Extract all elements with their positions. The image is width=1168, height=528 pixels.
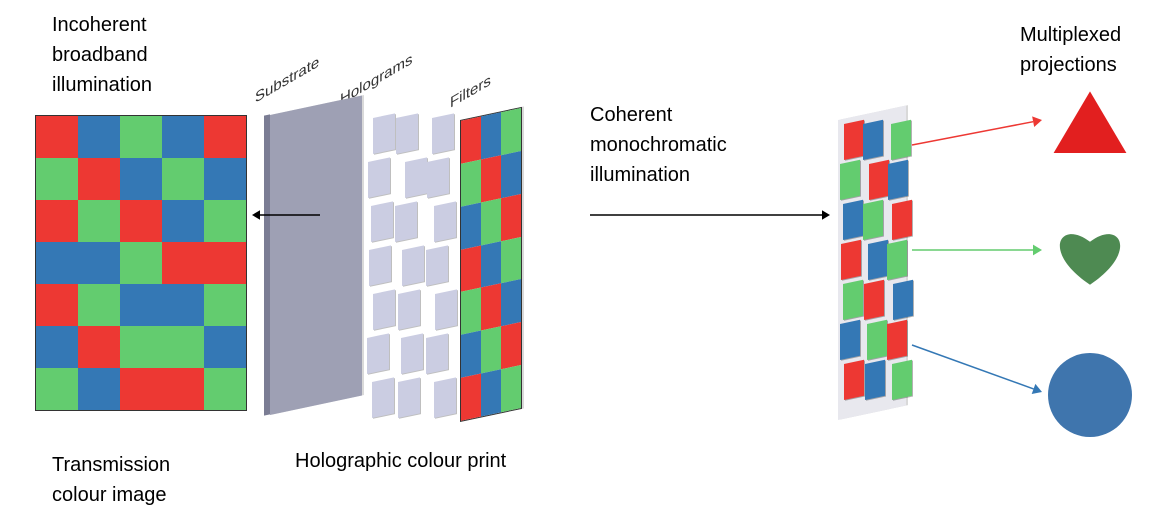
projection-circle [1048, 353, 1132, 437]
projection-triangle [1054, 91, 1127, 153]
projection-shapes [0, 0, 1168, 528]
projection-heart [1060, 234, 1120, 285]
